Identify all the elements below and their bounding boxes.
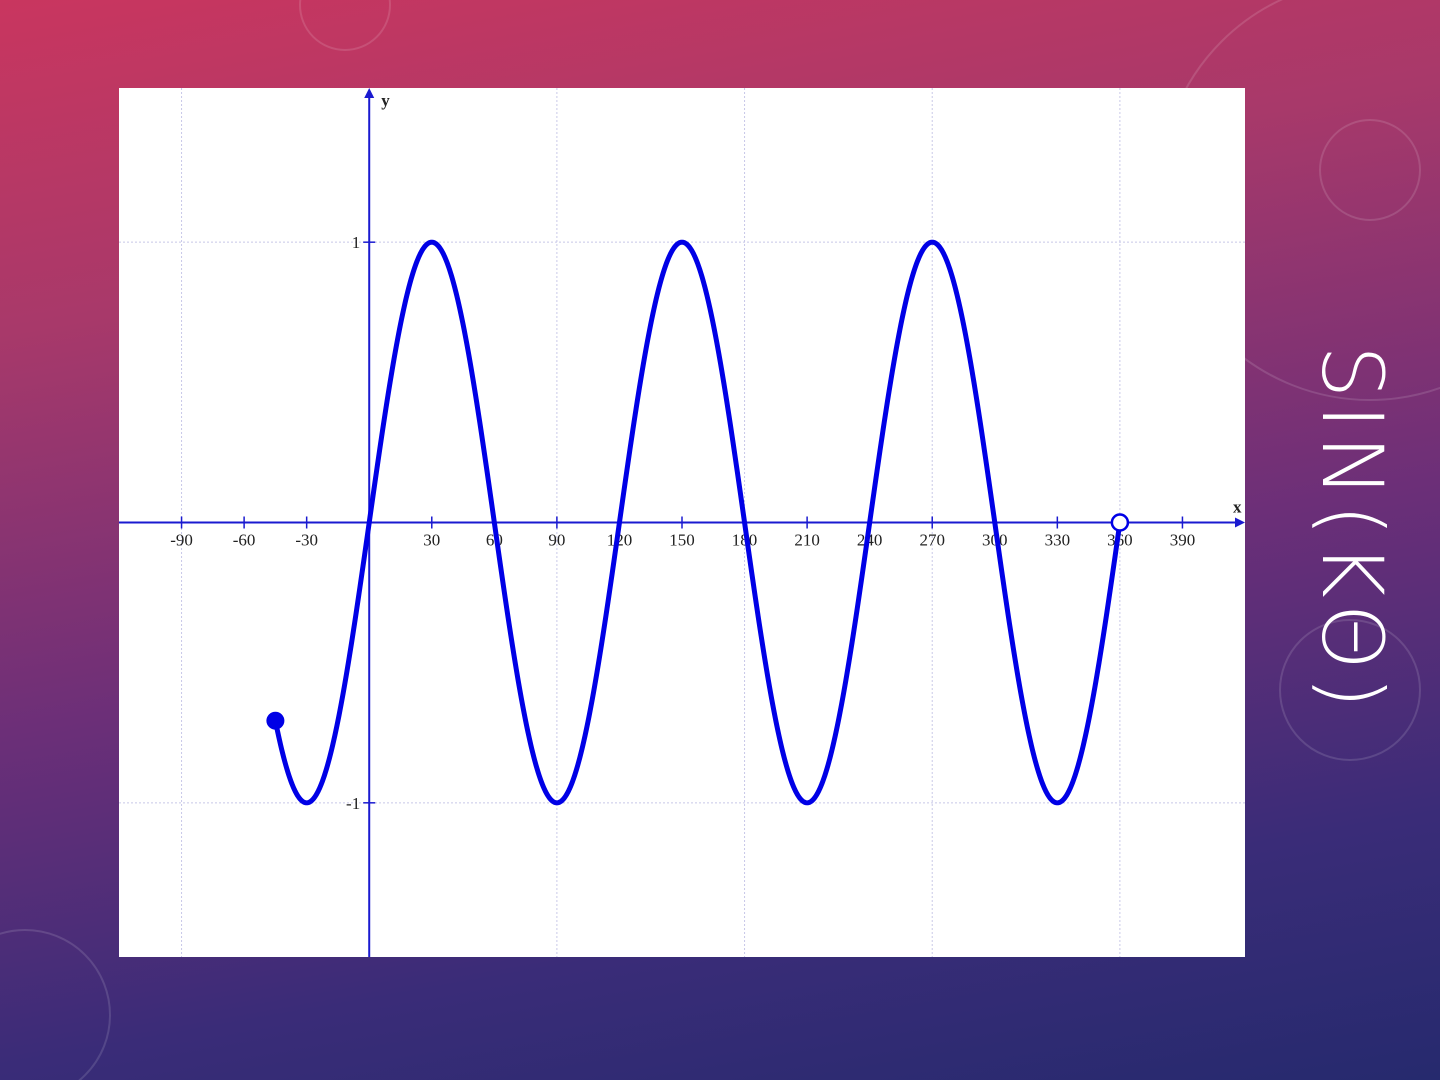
x-tick-label: 90 (548, 531, 565, 550)
end-point-open (1110, 513, 1130, 532)
decorative-circle (299, 0, 391, 51)
sine-chart: xy-90 -60 -30 30 60 90 120 150 180 210 240 270 300 33… (119, 88, 1245, 957)
x-tick-label: 390 (1170, 531, 1196, 550)
sine-curve (272, 239, 1123, 806)
decorative-circle (1279, 619, 1421, 761)
y-axis-label: y (381, 91, 390, 110)
x-tick-label: -90 (170, 531, 193, 550)
slide-title: SIN(KΘ) (1303, 345, 1401, 715)
x-tick-label: 330 (1045, 531, 1071, 550)
y-axis-arrow (364, 88, 375, 98)
x-axis-arrow (1235, 517, 1245, 528)
start-point-closed (266, 711, 285, 730)
y-tick-label: -1 (346, 794, 360, 813)
x-axis-label: x (1233, 498, 1242, 517)
x-tick-label: 150 (669, 531, 695, 550)
graph-panel: x y -90 -60 -30 30 60 90 120 150 180 210 240 270 300 33… (119, 88, 1245, 957)
x-tick-label: -60 (233, 531, 256, 550)
y-tick-label: 1 (352, 233, 361, 252)
x-tick-label: 30 (423, 531, 440, 550)
x-tick-label: -30 (295, 531, 318, 550)
decorative-circle (1319, 119, 1421, 221)
x-tick-label: 210 (794, 531, 820, 550)
x-tick-label: 270 (919, 531, 945, 550)
decorative-circle (0, 929, 111, 1080)
